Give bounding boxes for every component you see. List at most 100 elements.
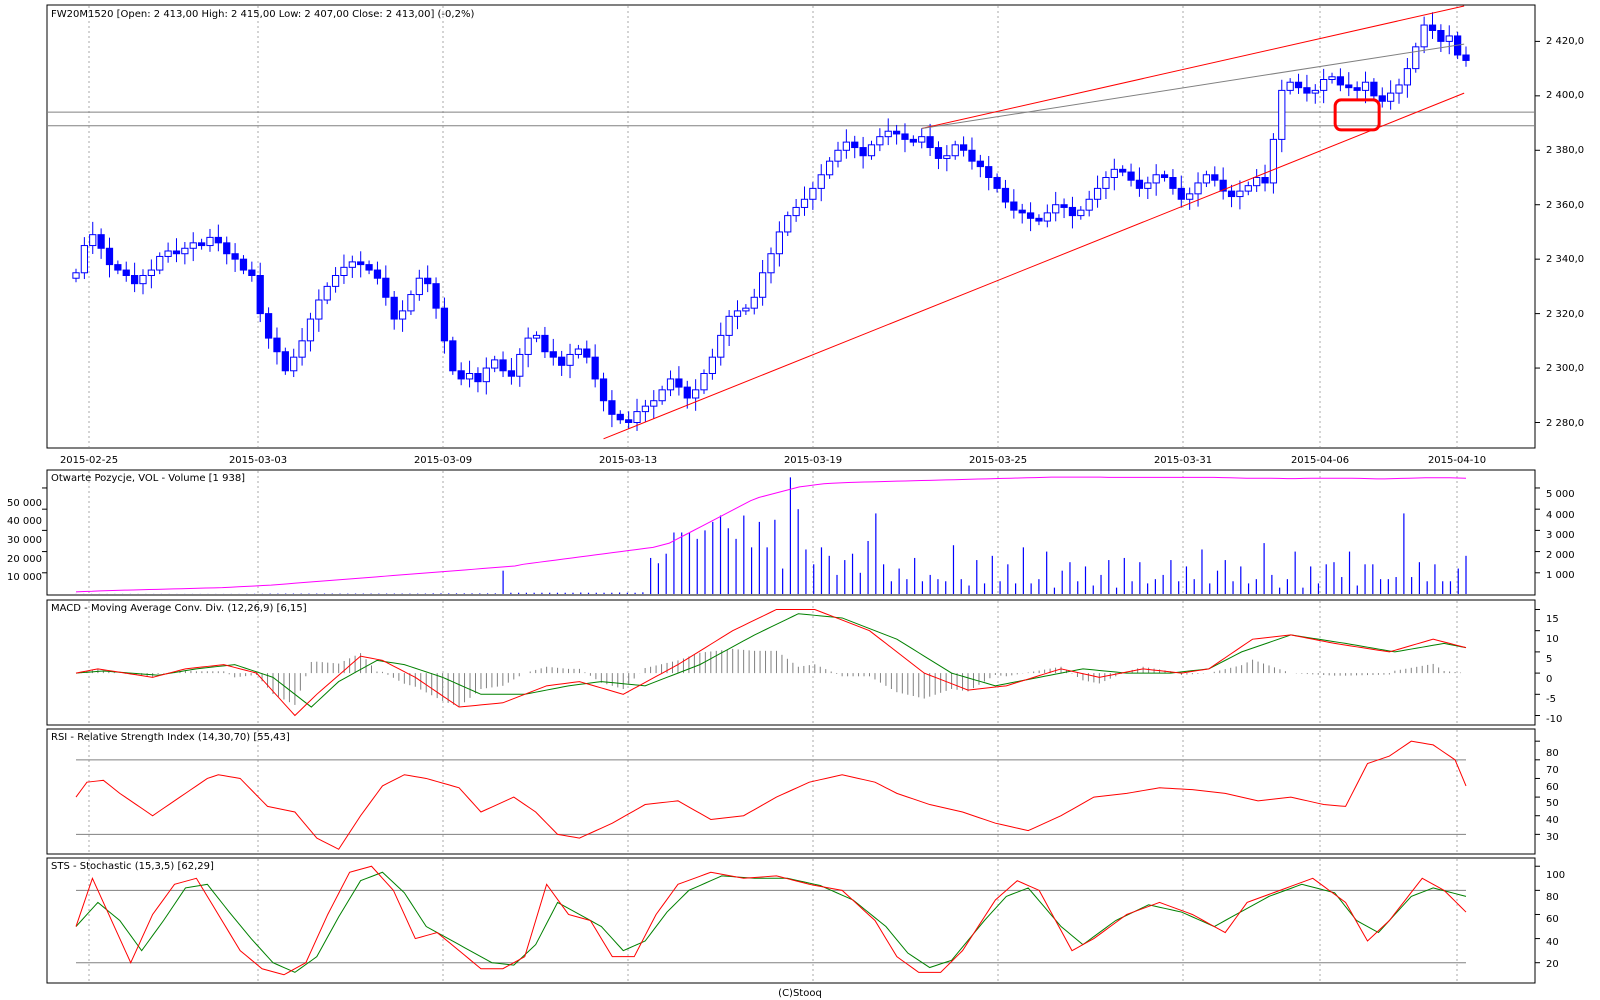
candle-up: [290, 356, 298, 372]
candle-down: [1462, 54, 1470, 61]
candle-down: [968, 149, 976, 162]
sts-d-line: [75, 871, 1467, 973]
x-tick-label: 2015-03-09: [414, 455, 472, 466]
candle-down: [625, 419, 633, 423]
sts-tick-label: 20: [1546, 959, 1559, 970]
candle-up: [700, 373, 708, 391]
sts-tick-label: 60: [1546, 914, 1559, 925]
macd-panel: [46, 599, 1536, 726]
candle-down: [365, 264, 373, 271]
open-interest-tick-label: 30 000: [7, 535, 42, 546]
macd-axis: 15 10 5 0 -5 -10: [1546, 614, 1562, 725]
candle-up: [1387, 92, 1395, 102]
candle-up: [1412, 46, 1420, 70]
candle-down: [1294, 81, 1303, 89]
volume-right-axis: 5 000 4 000 3 000 2 000 1 000: [1546, 489, 1575, 581]
candle-up: [206, 236, 214, 247]
price-y-tick-label: 2 280,0: [1546, 418, 1584, 429]
candle-down: [1336, 76, 1345, 86]
rsi-tick-label: 70: [1546, 765, 1559, 776]
candle-down: [851, 141, 859, 149]
candle-down: [892, 130, 901, 135]
candle-down: [281, 351, 289, 372]
candle-up: [1445, 35, 1453, 42]
candle-up: [800, 198, 809, 208]
candle-up: [298, 340, 306, 358]
candle-down: [1018, 209, 1026, 214]
candle-down: [373, 269, 382, 279]
x-tick-label: 2015-03-19: [784, 455, 842, 466]
candle-down: [909, 138, 917, 143]
candle-up: [1395, 84, 1403, 94]
candle-up: [1202, 174, 1211, 184]
rsi-panel: [46, 728, 1536, 855]
open-interest-tick-label: 10 000: [7, 572, 42, 583]
sts-tick-label: 100: [1546, 870, 1565, 881]
candle-down: [122, 269, 130, 276]
candle-down: [1035, 217, 1043, 222]
candle-up: [1043, 212, 1051, 222]
candle-down: [1437, 30, 1445, 42]
price-y-tick-label: 2 340,0: [1546, 254, 1584, 265]
candle-up: [1244, 185, 1252, 192]
candle-down: [432, 283, 440, 309]
candle-up: [784, 215, 792, 233]
rsi-tick-label: 80: [1546, 748, 1559, 759]
candle-up: [641, 405, 650, 413]
macd-tick-label: 10: [1546, 634, 1559, 645]
candle-up: [80, 245, 88, 274]
candle-down: [985, 166, 993, 179]
candle-down: [390, 296, 398, 320]
candle-down: [608, 400, 616, 415]
candle-down: [1169, 177, 1177, 189]
macd-tick-label: -5: [1546, 694, 1556, 705]
rsi-line: [75, 740, 1467, 850]
candle-up: [817, 174, 825, 189]
candle-up: [532, 334, 541, 339]
macd-tick-label: -10: [1546, 714, 1562, 725]
candle-up: [1269, 138, 1278, 184]
candle-down: [591, 356, 599, 380]
candle-up: [415, 277, 423, 296]
candle-up: [1052, 204, 1060, 214]
candle-up: [323, 285, 331, 301]
candle-down: [616, 413, 624, 421]
candle-up: [842, 141, 850, 151]
candle-up: [315, 299, 323, 320]
candle-down: [130, 275, 139, 285]
trend-line-lower: [603, 92, 1465, 440]
price-y-tick-label: 2 320,0: [1546, 309, 1584, 320]
candle-down: [976, 160, 984, 168]
macd-panel-title: MACD - Moving Average Conv. Div. (12,26,…: [51, 603, 307, 614]
candle-down: [1345, 84, 1353, 89]
price-y-tick-label: 2 420,0: [1546, 36, 1584, 47]
vertical-gridlines: [88, 6, 1458, 982]
volume-tick-label: 1 000: [1546, 570, 1575, 581]
candle-up: [407, 294, 415, 312]
candle-down: [1010, 201, 1018, 211]
candle-up: [1361, 81, 1370, 91]
candle-down: [1026, 212, 1035, 219]
candle-up: [742, 307, 750, 312]
x-tick-label: 2015-04-10: [1428, 455, 1486, 466]
candle-down: [239, 258, 248, 271]
macd-signal-line: [75, 613, 1467, 708]
candle-up: [164, 250, 172, 257]
candle-down: [1227, 190, 1236, 198]
candle-down: [1428, 24, 1437, 31]
candle-down: [457, 370, 465, 380]
candle-down: [264, 313, 273, 339]
candle-down: [1219, 179, 1227, 192]
highlight-box: [1333, 98, 1381, 132]
candle-up: [1152, 174, 1160, 184]
candle-down: [959, 144, 968, 151]
candle-up: [89, 234, 97, 247]
candle-up: [465, 373, 474, 380]
candle-down: [499, 359, 507, 372]
candle-up: [834, 149, 842, 162]
open-interest-line: [75, 476, 1467, 593]
candle-up: [1194, 182, 1202, 195]
candle-up: [524, 337, 532, 355]
candle-down: [273, 337, 281, 353]
candle-up: [943, 155, 951, 159]
